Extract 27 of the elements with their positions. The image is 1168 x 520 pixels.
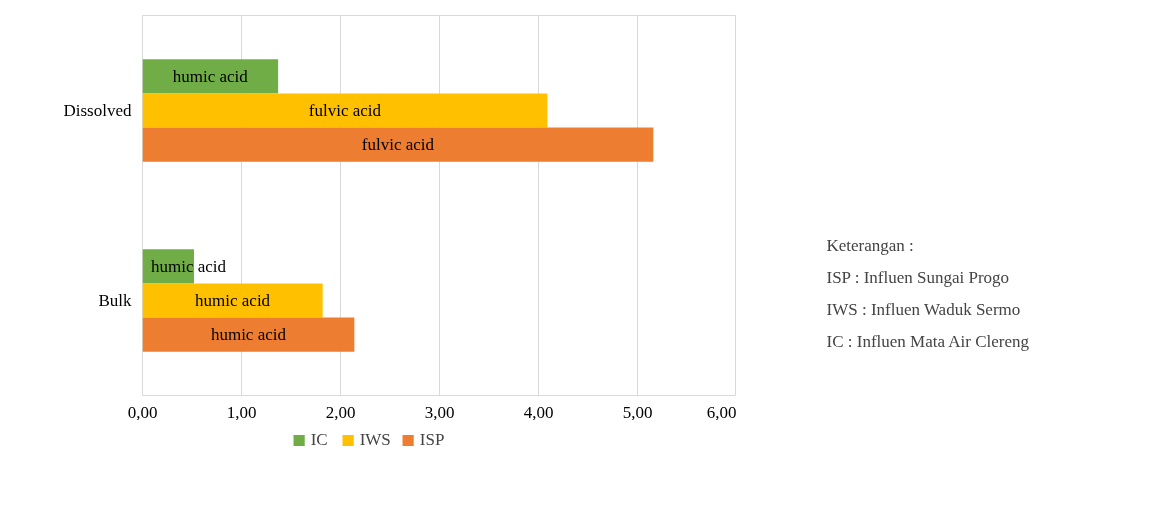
data-label: humic acid [195,291,271,310]
text: ISP : Influen Sungai Progo [826,268,1010,287]
legend-label: IC [310,430,329,450]
data-label: fulvic acid [308,101,382,120]
x-tick-label: 3,00 [424,402,455,422]
x-tick-label: 2,00 [325,402,356,422]
y-tick-label: Dissolved [63,101,132,120]
text: Keterangan : [826,236,914,255]
y-tick-label: Bulk [98,291,132,310]
data-label: humic acid [172,66,249,86]
text: IC : Influen Mata Air Clereng [826,332,1030,351]
bar [142,93,548,128]
data-label: humic acid [150,256,227,276]
legend-label: ISP [419,430,445,450]
x-tick-label: 5,00 [622,402,653,422]
data-label: humic acid [210,325,287,345]
x-tick-label: 1,00 [226,402,257,422]
x-tick-label: 0,00 [127,402,158,422]
text: IWS : Influen Waduk Sermo [826,300,1021,319]
bar [142,283,323,318]
x-tick-label: 4,00 [523,402,554,422]
bar [142,59,279,94]
bar [142,127,654,162]
bar [142,317,355,352]
legend-label: IWS [359,430,391,450]
data-label: fulvic acid [361,135,435,155]
x-tick-label: 6,00 [706,402,737,422]
